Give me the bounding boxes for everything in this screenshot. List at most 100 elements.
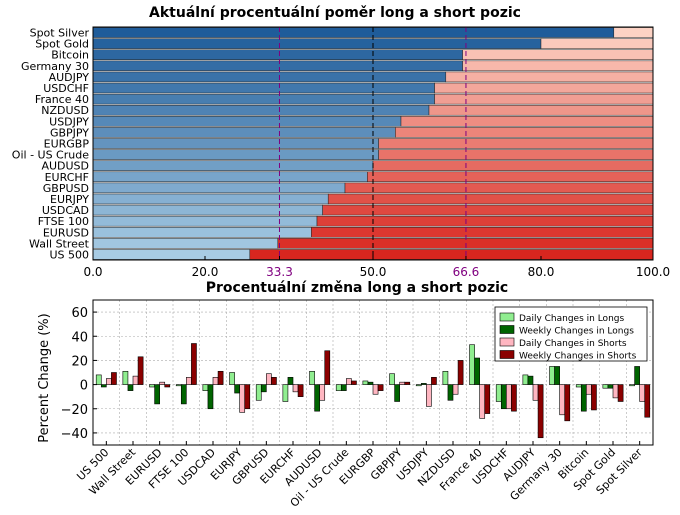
change-bar (309, 370, 315, 385)
long-bar (92, 182, 346, 194)
y-tick-label: −40 (61, 427, 88, 442)
change-bar (346, 378, 352, 385)
short-bar (434, 93, 654, 105)
top-chart-bars (92, 27, 654, 260)
x-tick-label: 50.0 (360, 265, 387, 279)
change-bar (607, 384, 614, 389)
change-bar (377, 384, 384, 391)
change-bar (292, 384, 299, 393)
change-bar (549, 366, 555, 385)
change-bar (122, 370, 129, 385)
category-label: EURGBP (44, 138, 90, 151)
change-bar (212, 377, 219, 385)
long-bar (92, 149, 379, 160)
short-bar (372, 160, 654, 171)
category-label: AUDJPY (49, 71, 90, 84)
legend-label: Daily Changes in Shorts (519, 339, 627, 349)
change-bar (229, 372, 235, 385)
change-bar (207, 384, 214, 410)
change-bar (202, 384, 209, 391)
short-bar (322, 204, 654, 216)
legend-swatch (499, 312, 515, 322)
short-bar (277, 238, 654, 249)
long-bar (92, 215, 318, 227)
category-label: Wall Street (29, 237, 90, 250)
short-bar (378, 138, 654, 149)
short-bar (378, 149, 654, 160)
change-bar (106, 378, 112, 385)
category-label: EURUSD (43, 226, 89, 239)
change-bar (95, 374, 102, 385)
change-bar (602, 384, 609, 389)
change-bar (164, 384, 171, 388)
change-bar (495, 384, 502, 402)
long-bar (92, 127, 396, 138)
x-tick-label: 20.0 (192, 265, 219, 279)
change-bar (527, 375, 534, 385)
change-bar (335, 384, 342, 391)
change-bar (511, 384, 517, 412)
change-bar (180, 384, 187, 405)
short-bar (400, 116, 654, 127)
x-tick-label: 100.0 (636, 265, 670, 279)
change-bar (629, 384, 635, 387)
category-label: EURCHF (45, 171, 89, 184)
change-bar (127, 384, 134, 391)
change-bar (612, 384, 619, 399)
change-bar (244, 384, 251, 410)
change-bar (282, 384, 289, 402)
bottom-chart-title: Procentuální změna long a short pozic (206, 280, 508, 296)
change-bar (394, 384, 400, 402)
long-bar (92, 160, 374, 171)
long-bar (92, 171, 368, 183)
short-bar (395, 127, 654, 138)
long-bar (92, 204, 323, 216)
category-label: NZDUSD (41, 104, 89, 117)
change-bar (362, 380, 369, 385)
long-bar (92, 38, 542, 49)
change-bar (442, 370, 449, 385)
change-bar (234, 384, 240, 394)
y-tick-label: −20 (61, 403, 88, 418)
change-bar (532, 384, 539, 401)
long-bar (92, 227, 312, 238)
change-bar (404, 381, 411, 385)
category-label: US 500 (49, 248, 89, 261)
change-bar (372, 384, 379, 395)
change-bar (639, 384, 646, 402)
change-bar (159, 381, 166, 385)
long-bar (92, 60, 463, 72)
change-bar (111, 372, 117, 385)
change-bar (324, 350, 331, 385)
category-label: EURJPY (50, 193, 89, 206)
change-bar (537, 384, 544, 439)
change-bar (351, 380, 357, 385)
change-bar (564, 384, 571, 422)
change-bar (634, 366, 640, 385)
change-bar (271, 377, 277, 385)
bottom-chart-y-axis-label: Percent Change (%) (37, 313, 52, 442)
category-label: USDCHF (43, 82, 89, 95)
bottom-chart-y-ticks: 60 40 20 0 −20 −40 (61, 306, 97, 442)
short-bar (434, 82, 654, 94)
change-bar (266, 373, 272, 385)
legend-box (494, 306, 648, 362)
category-label: France 40 (35, 93, 89, 106)
x-tick-label: 33.3 (266, 265, 293, 279)
short-bar (311, 227, 654, 238)
change-bar (586, 384, 592, 395)
change-bar (239, 384, 246, 413)
long-bar (92, 71, 447, 83)
x-tick-label: 80.0 (528, 265, 555, 279)
y-tick-label: 0 (80, 379, 88, 394)
legend-label: Weekly Changes in Shorts (519, 352, 637, 362)
short-bar (344, 182, 654, 194)
change-bar (559, 384, 566, 416)
change-bar (447, 384, 454, 401)
short-bar (327, 193, 654, 205)
top-chart-reference-lines (278, 27, 467, 260)
legend-label: Daily Changes in Longs (519, 314, 624, 324)
change-bar (415, 384, 422, 387)
change-bar (287, 377, 294, 385)
change-bar (149, 384, 155, 388)
